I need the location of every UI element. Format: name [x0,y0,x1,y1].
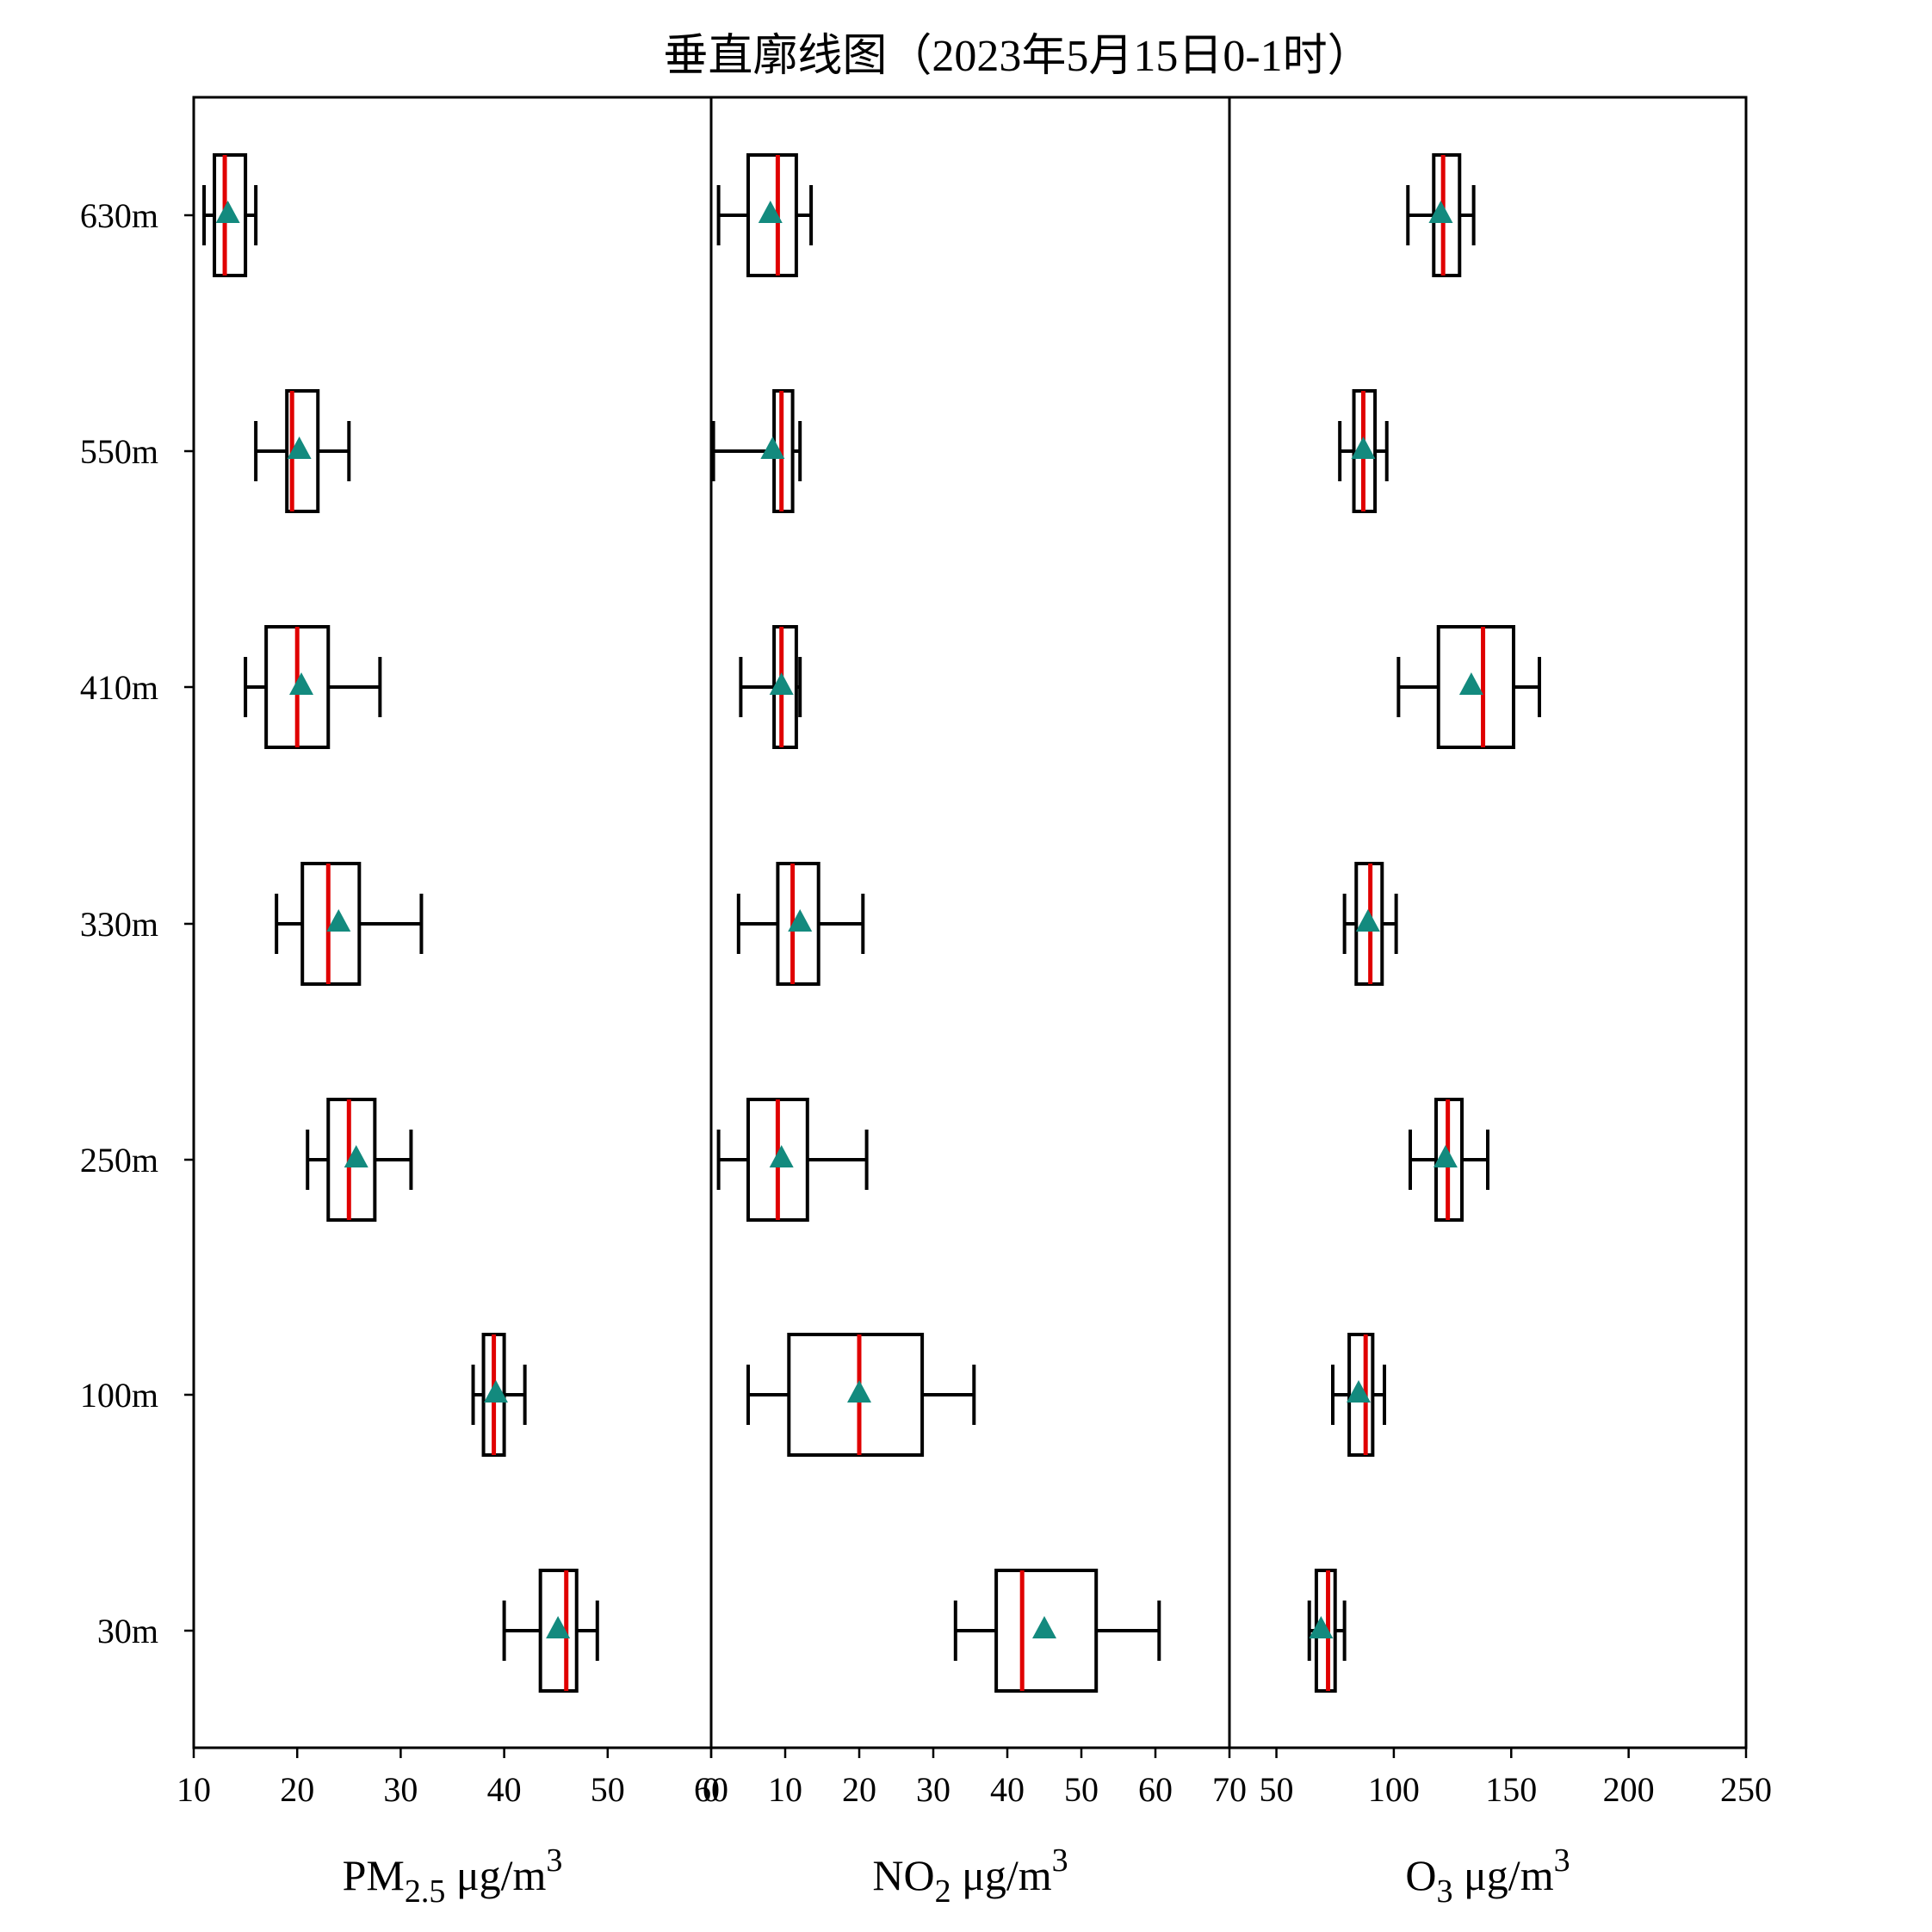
box-o3-100m [1331,1333,1386,1457]
mean-marker [287,437,312,459]
mean-marker [758,201,783,223]
x-tick-label-pm25: 60 [694,1770,728,1809]
box-no2-100m [746,1333,976,1457]
mean-marker [847,1380,871,1403]
mean-marker [1355,909,1380,932]
box-iqr [746,153,798,277]
box-pm25-330m [275,862,424,986]
box-no2-250m [716,1098,869,1222]
mean-marker [1032,1616,1056,1638]
y-tick-label-330m: 330m [80,905,158,944]
x-tick-label-o3: 250 [1720,1770,1772,1809]
box-pm25-410m [244,625,382,749]
box-o3-30m [1307,1569,1347,1693]
mean-marker [769,672,794,695]
mean-marker [344,1145,368,1167]
box-pm25-250m [306,1098,413,1222]
mean-marker [483,1380,508,1403]
box-no2-410m [739,625,802,749]
chart-title: 垂直廓线图（2023年5月15日0-1时） [663,32,1372,81]
mean-marker [769,1145,794,1167]
box-iqr [994,1569,1099,1693]
y-tick-label-100m: 100m [80,1376,158,1415]
box-o3-550m [1338,389,1389,513]
mean-marker [1309,1616,1334,1638]
box-iqr [326,1098,377,1222]
mean-marker [215,201,240,223]
box-pm25-550m [254,389,351,513]
box-iqr [213,153,248,277]
x-tick-label-o3: 50 [1260,1770,1294,1809]
x-tick-label-pm25: 20 [280,1770,314,1809]
x-tick-label-o3: 150 [1485,1770,1537,1809]
mean-marker [1347,1380,1371,1403]
y-tick-label-410m: 410m [80,668,158,707]
box-iqr [1436,625,1516,749]
x-tick-label-pm25: 40 [487,1770,522,1809]
x-tick-label-no2: 40 [990,1770,1025,1809]
box-no2-330m [736,862,865,986]
y-tick-label-550m: 550m [80,432,158,471]
mean-marker [1351,437,1376,459]
box-o3-410m [1396,625,1541,749]
mean-marker [1433,1145,1458,1167]
x-tick-label-no2: 30 [916,1770,951,1809]
x-tick-label-no2: 70 [1212,1770,1247,1809]
box-pm25-630m [202,153,258,277]
y-tick-label-30m: 30m [97,1612,158,1650]
x-axis-label-o3: O3 μg/m3 [1405,1842,1570,1910]
x-tick-label-no2: 60 [1138,1770,1173,1809]
box-o3-250m [1409,1098,1489,1222]
box-iqr [285,389,320,513]
x-tick-label-no2: 10 [768,1770,802,1809]
box-iqr [1347,1333,1375,1457]
panel-frame-pm25 [192,96,713,1749]
y-tick-label-630m: 630m [80,196,158,235]
panel-no2: 0 10 20 30 40 50 60 70 NO2 μg/m3 [703,153,1247,1910]
box-o3-330m [1342,862,1398,986]
box-no2-630m [716,153,814,277]
mean-marker [289,672,314,695]
x-tick-label-o3: 100 [1368,1770,1420,1809]
mean-marker [788,909,813,932]
box-iqr [300,862,362,986]
box-o3-630m [1406,153,1476,277]
box-no2-550m [711,389,802,513]
y-tick-label-250m: 250m [80,1141,158,1180]
mean-marker [326,909,351,932]
mean-marker [1428,201,1453,223]
panel-frames [192,96,1748,1749]
box-iqr [538,1569,579,1693]
x-tick-label-no2: 50 [1064,1770,1099,1809]
mean-marker [546,1616,571,1638]
box-pm25-30m [502,1569,599,1693]
x-tick-label-no2: 20 [842,1770,876,1809]
y-axis-labels: 630m 550m 410m 330m 250m 100m 30m [80,196,194,1650]
x-tick-label-pm25: 10 [176,1770,211,1809]
mean-marker [760,437,785,459]
x-axis-label-pm25: PM2.5 μg/m3 [343,1842,563,1910]
box-iqr [787,1333,925,1457]
box-pm25-100m [471,1333,527,1457]
x-tick-label-pm25: 50 [591,1770,625,1809]
panel-pm25: 10 20 30 40 50 60 PM2.5 μg/m3 [176,153,728,1910]
panels: 10 20 30 40 50 60 PM2.5 μg/m3 0 10 20 30 40 50 60 70 NO… [176,153,1772,1910]
x-axis-label-no2: NO2 μg/m3 [872,1842,1068,1910]
x-tick-label-no2: 0 [703,1770,720,1809]
x-tick-label-o3: 200 [1603,1770,1655,1809]
panel-frame-no2 [709,96,1231,1749]
panel-frame-o3 [1228,96,1748,1749]
mean-marker [1458,672,1483,695]
panel-o3: 50 100 150 200 250 O3 μg/m3 [1260,153,1772,1910]
x-tick-label-pm25: 30 [383,1770,418,1809]
box-iqr [776,862,820,986]
box-no2-30m [953,1569,1161,1693]
